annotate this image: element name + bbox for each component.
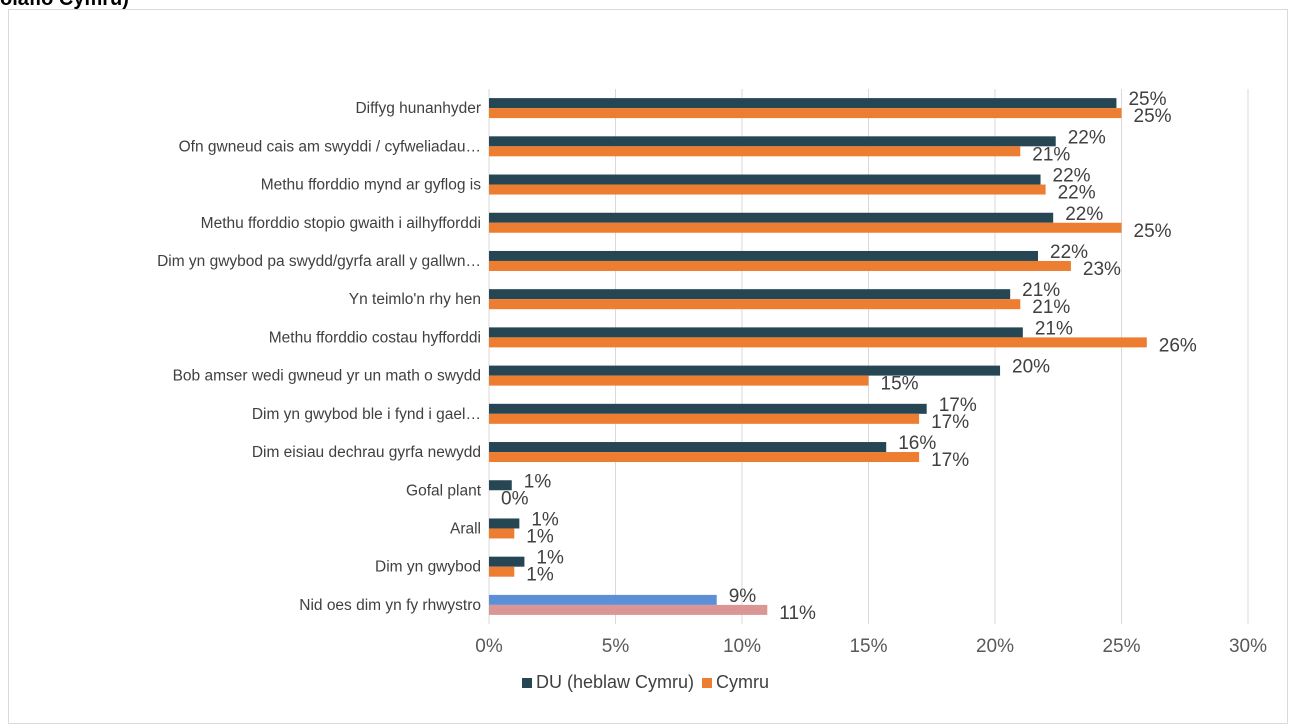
category-label: Diffyg hunanhyder [355, 100, 481, 117]
bar-du [489, 174, 1041, 185]
legend-swatch-cymru [702, 677, 713, 688]
bar-du [489, 403, 927, 414]
data-label-cymru: 26% [1159, 335, 1197, 356]
chart-title: olaflo Cymru) [0, 0, 129, 11]
bar-cymru [489, 222, 1122, 233]
data-label-cymru: 1% [526, 565, 554, 586]
bar-du [489, 365, 1001, 376]
x-tick-label: 20% [976, 636, 1014, 657]
legend-label-cymru: Cymru [716, 672, 770, 692]
bar-cymru [489, 566, 515, 577]
data-label-du: 16% [898, 433, 936, 454]
legend-label-du: DU (heblaw Cymru) [535, 672, 695, 692]
bar-cymru [489, 604, 768, 615]
bar-cymru [489, 337, 1147, 348]
gridlines [488, 89, 1249, 624]
data-label-du: 22% [1050, 242, 1088, 263]
category-label: Nid oes dim yn fy rhwystro [299, 597, 481, 614]
data-label-du: 20% [1012, 357, 1050, 378]
data-label-cymru: 17% [931, 450, 969, 471]
bar-du [489, 518, 520, 529]
bar-cymru [489, 299, 1021, 310]
data-label-cymru: 25% [1134, 106, 1172, 127]
x-tick-label: 15% [849, 636, 887, 657]
category-label: Methu fforddio stopio gwaith i ailhyffor… [201, 215, 481, 232]
data-label-cymru: 22% [1058, 183, 1096, 204]
data-labels: 25%25%22%21%22%22%22%25%22%23%21%21%21%2… [501, 89, 1197, 624]
data-label-du: 17% [939, 395, 977, 416]
category-label: Bob amser wedi gwneud yr un math o swydd [173, 368, 481, 385]
category-label: Arall [450, 520, 481, 537]
data-label-du: 1% [536, 548, 564, 569]
data-label-cymru: 17% [931, 412, 969, 433]
data-label-du: 22% [1068, 127, 1106, 148]
x-tick-label: 0% [475, 636, 503, 657]
category-label: Yn teimlo'n rhy hen [349, 291, 481, 308]
bar-du [489, 594, 717, 605]
bar-cymru [489, 108, 1122, 119]
category-labels: Diffyg hunanhyder Ofn gwneud cais am swyd… [157, 100, 482, 614]
data-label-cymru: 15% [881, 374, 919, 395]
bar-du [489, 442, 887, 453]
x-tick-label: 25% [1102, 636, 1140, 657]
data-label-du: 22% [1065, 204, 1103, 225]
category-label: Dim yn gwybod pa swydd/gyrfa arall y gal… [157, 253, 481, 270]
data-label-du: 1% [531, 509, 559, 530]
bar-du [489, 136, 1056, 147]
data-label-cymru: 21% [1032, 144, 1070, 165]
bar-du [489, 289, 1011, 300]
bar-du [489, 327, 1023, 338]
bar-du [489, 98, 1117, 109]
bar-cymru [489, 146, 1021, 157]
bar-cymru [489, 260, 1071, 271]
data-label-du: 1% [524, 471, 552, 492]
data-label-cymru: 11% [779, 603, 816, 624]
category-label: Methu fforddio mynd ar gyflog is [261, 177, 482, 194]
bar-cymru [489, 375, 869, 386]
category-label: Gofal plant [406, 482, 482, 499]
x-tick-label: 5% [602, 636, 630, 657]
data-label-du: 21% [1022, 280, 1060, 301]
category-label: Dim yn gwybod [375, 559, 481, 576]
legend: DU (heblaw Cymru) Cymru [0, 672, 1291, 693]
x-tick-labels: 0% 5% 10% 15% 20% 25% 30% [475, 636, 1267, 657]
bar-cymru [489, 452, 920, 463]
data-label-cymru: 1% [526, 526, 554, 547]
bar-cymru [489, 413, 920, 424]
data-label-cymru: 0% [501, 488, 529, 509]
bar-du [489, 480, 512, 491]
x-tick-label: 10% [723, 636, 761, 657]
bars [489, 98, 1147, 615]
data-label-cymru: 23% [1083, 259, 1121, 280]
category-label: Dim yn gwybod ble i fynd i gael… [252, 406, 481, 423]
bar-cymru [489, 528, 515, 539]
bar-du [489, 556, 525, 567]
category-label: Ofn gwneud cais am swyddi / cyfweliadau… [179, 138, 481, 155]
bar-du [489, 212, 1054, 223]
data-label-cymru: 21% [1032, 297, 1070, 318]
data-label-du: 22% [1053, 166, 1091, 187]
data-label-du: 21% [1035, 318, 1073, 339]
x-tick-label: 30% [1229, 636, 1267, 657]
legend-item-cymru: Cymru [702, 672, 769, 693]
category-label: Dim eisiau dechrau gyrfa newydd [252, 444, 481, 461]
data-label-cymru: 25% [1134, 221, 1172, 242]
category-label: Methu fforddio costau hyfforddi [269, 329, 481, 346]
bar-cymru [489, 184, 1046, 195]
data-label-du: 25% [1128, 89, 1166, 110]
data-label-du: 9% [729, 586, 757, 607]
legend-item-du: DU (heblaw Cymru) [521, 672, 695, 693]
legend-swatch-du [521, 677, 532, 688]
bar-du [489, 250, 1039, 261]
